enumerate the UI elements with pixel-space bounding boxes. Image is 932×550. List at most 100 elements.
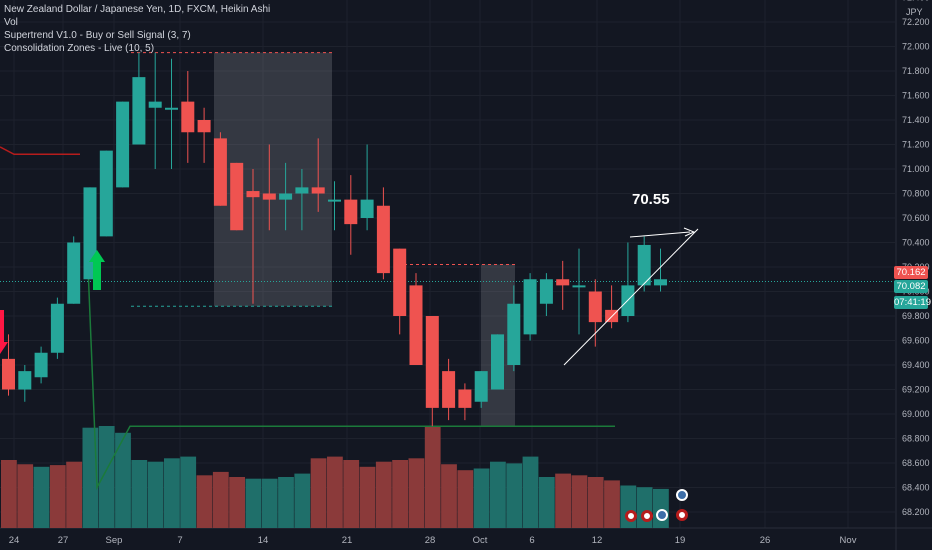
candle-body xyxy=(573,285,586,287)
time-axis-label: 27 xyxy=(58,535,69,546)
price-axis-label: 72.400 xyxy=(902,0,930,3)
candle-body xyxy=(540,279,553,304)
candle-body xyxy=(589,292,602,323)
candle-body xyxy=(18,371,31,389)
price-axis-label: 69.400 xyxy=(902,360,930,370)
candle-body xyxy=(295,187,308,193)
candle-body xyxy=(263,194,276,200)
candle-body xyxy=(410,285,423,365)
sell-arrow-icon xyxy=(0,310,8,354)
volume-bar xyxy=(392,460,408,528)
price-axis-label: 72.200 xyxy=(902,17,930,27)
trend-line xyxy=(564,229,698,365)
candle-body xyxy=(556,279,569,285)
volume-bar xyxy=(66,462,82,528)
candle-body xyxy=(100,151,113,237)
time-axis-label: 12 xyxy=(592,535,603,546)
candle-body xyxy=(230,163,243,230)
volume-bar xyxy=(588,477,604,528)
time-axis-label: 28 xyxy=(425,535,436,546)
candle-body xyxy=(181,102,194,133)
legend-supertrend[interactable]: Supertrend V1.0 - Buy or Sell Signal (3,… xyxy=(4,29,270,42)
candle-body xyxy=(132,77,145,144)
price-axis-label: 69.600 xyxy=(902,336,930,346)
price-axis-label: 72.000 xyxy=(902,42,930,52)
volume-bar xyxy=(376,462,392,528)
price-axis-label: 71.400 xyxy=(902,115,930,125)
volume-bar xyxy=(572,475,588,528)
volume-bar xyxy=(441,464,457,528)
legend-symbol[interactable]: New Zealand Dollar / Japanese Yen, 1D, F… xyxy=(4,3,270,16)
volume-bar xyxy=(34,467,50,528)
price-axis-label: 70.600 xyxy=(902,213,930,223)
volume-bar xyxy=(490,462,506,528)
time-axis-label: 26 xyxy=(760,535,771,546)
candle-body xyxy=(393,249,406,316)
volume-bar xyxy=(637,487,653,528)
volume-bar xyxy=(294,474,310,528)
candle-body xyxy=(214,138,227,205)
price-axis-label: 71.600 xyxy=(902,91,930,101)
volume-bar xyxy=(262,479,278,528)
event-flag-icon[interactable] xyxy=(641,510,653,522)
volume-bar xyxy=(213,472,229,528)
event-flag-icon[interactable] xyxy=(625,510,637,522)
volume-bar xyxy=(180,457,196,528)
candle-body xyxy=(67,243,80,304)
candle-body xyxy=(377,206,390,273)
price-tag-last: 70.082 xyxy=(894,280,928,293)
time-axis-label: Sep xyxy=(106,535,123,546)
volume-bar xyxy=(425,426,441,528)
candle-body xyxy=(361,200,374,218)
candle-body xyxy=(312,187,325,193)
price-axis-label: 68.600 xyxy=(902,458,930,468)
volume-bar xyxy=(604,480,620,528)
arrow-line xyxy=(630,232,690,237)
volume-bar xyxy=(343,460,359,528)
candle-body xyxy=(507,304,520,365)
volume-bar xyxy=(278,477,294,528)
price-axis-label: 70.400 xyxy=(902,238,930,248)
legend-consolidation-zones[interactable]: Consolidation Zones - Live (10, 5) xyxy=(4,42,270,55)
time-axis-label: 21 xyxy=(342,535,353,546)
event-flag-icon[interactable] xyxy=(676,509,688,521)
volume-bar xyxy=(17,464,33,528)
candle-body xyxy=(344,200,357,225)
volume-bar xyxy=(99,426,115,528)
price-axis-label: 69.200 xyxy=(902,385,930,395)
price-annotation-text[interactable]: 70.55 xyxy=(632,191,670,208)
volume-bar xyxy=(360,467,376,528)
time-axis-label: 6 xyxy=(529,535,534,546)
candle-body xyxy=(458,390,471,408)
candle-body xyxy=(198,120,211,132)
news-globe-icon[interactable] xyxy=(656,509,668,521)
candle-body xyxy=(35,353,48,378)
price-axis-label: 69.800 xyxy=(902,311,930,321)
price-tag-high: 70.162 xyxy=(894,266,928,279)
time-axis-label: Nov xyxy=(840,535,857,546)
candle-body xyxy=(426,316,439,408)
volume-bar xyxy=(131,460,147,528)
candle-body xyxy=(442,371,455,408)
volume-bar xyxy=(311,458,327,528)
candle-body xyxy=(491,334,504,389)
price-tag-countdown: 07:41:19 xyxy=(894,296,928,309)
volume-bar xyxy=(197,475,213,528)
volume-bar xyxy=(115,433,131,528)
candle-body xyxy=(2,359,15,390)
volume-bar xyxy=(523,457,539,528)
volume-bar xyxy=(327,457,343,528)
news-globe-icon[interactable] xyxy=(676,489,688,501)
candle-body xyxy=(279,194,292,200)
price-axis-label: 71.000 xyxy=(902,164,930,174)
volume-bar xyxy=(474,469,490,529)
volume-bar xyxy=(457,470,473,528)
candle-body xyxy=(116,102,129,188)
legend-vol[interactable]: Vol xyxy=(4,16,270,29)
price-axis-label: 68.400 xyxy=(902,483,930,493)
volume-bar xyxy=(409,458,425,528)
time-axis-label: Oct xyxy=(473,535,488,546)
supertrend-down-line xyxy=(0,147,80,154)
